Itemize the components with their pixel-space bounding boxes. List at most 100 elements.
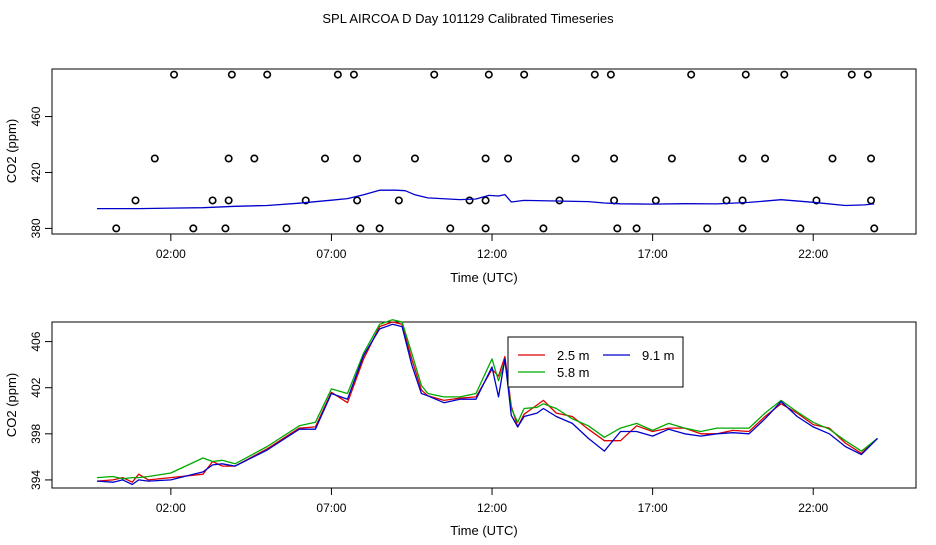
flag-point (504, 154, 513, 163)
top-y-label: CO2 (ppm) (4, 119, 19, 183)
flag-point (481, 224, 490, 233)
flag-point (870, 224, 879, 233)
flag-point (828, 154, 837, 163)
flag-point (250, 154, 259, 163)
bottom-series-lines (96, 319, 878, 486)
flag-point (481, 196, 490, 205)
top-flag-points (112, 70, 879, 233)
flag-point (375, 224, 384, 233)
figure-title: SPL AIRCOA D Day 101129 Calibrated Times… (322, 11, 614, 26)
flag-point (484, 70, 493, 79)
flag-point (606, 70, 615, 79)
top-x-tick-label: 22:00 (798, 247, 828, 261)
bottom-x-tick-label: 17:00 (638, 501, 668, 515)
top-x-tick-label: 02:00 (156, 247, 186, 261)
flag-point (703, 224, 712, 233)
bottom-x-tick-label: 22:00 (798, 501, 828, 515)
flag-point (613, 224, 622, 233)
flag-point (430, 70, 439, 79)
bottom-y-tick-label: 406 (29, 331, 43, 351)
top-x-label: Time (UTC) (450, 270, 517, 285)
flag-point (446, 224, 455, 233)
flag-point (651, 196, 660, 205)
bottom-y-tick-label: 398 (29, 423, 43, 443)
bottom-x-axis: 02:00 07:00 12:00 17:00 22:00 (156, 488, 829, 515)
top-plot-frame (51, 68, 917, 235)
flag-point (863, 70, 872, 79)
flag-point (610, 154, 619, 163)
bottom-panel: 02:00 07:00 12:00 17:00 22:00 394 398 402 406 T… (4, 319, 917, 538)
legend-box (507, 336, 684, 388)
flag-point (632, 224, 641, 233)
top-y-tick-label: 460 (29, 106, 43, 126)
top-x-tick-label: 07:00 (316, 247, 346, 261)
top-y-tick-label: 380 (29, 218, 43, 238)
bottom-x-label: Time (UTC) (450, 523, 517, 538)
flag-point (208, 196, 217, 205)
top-series-lines (97, 189, 875, 210)
flag-point (722, 196, 731, 205)
flag-point (263, 70, 272, 79)
flag-point (667, 154, 676, 163)
flag-point (741, 70, 750, 79)
flag-point (738, 196, 747, 205)
flag-point (738, 224, 747, 233)
bottom-x-tick-label: 02:00 (156, 501, 186, 515)
top-y-tick-label: 420 (29, 162, 43, 182)
bottom-series-line-2.5m (96, 321, 878, 483)
bottom-x-tick-label: 07:00 (316, 501, 346, 515)
flag-point (321, 154, 330, 163)
legend-label-9.1m: 9.1 m (642, 348, 675, 363)
bottom-series-line-5.8m (96, 319, 878, 480)
top-panel: 02:00 07:00 12:00 17:00 22:00 380 420 460 Time… (4, 68, 917, 285)
flag-point (410, 154, 419, 163)
flag-point (301, 196, 310, 205)
flag-point (867, 196, 876, 205)
flag-point (465, 196, 474, 205)
bottom-y-tick-label: 402 (29, 377, 43, 397)
flag-point (349, 70, 358, 79)
flag-point (356, 224, 365, 233)
flag-point (590, 70, 599, 79)
flag-point (539, 224, 548, 233)
top-x-tick-label: 12:00 (477, 247, 507, 261)
flag-point (282, 224, 291, 233)
flag-point (131, 196, 140, 205)
flag-point (394, 196, 403, 205)
flag-point (780, 70, 789, 79)
flag-point (333, 70, 342, 79)
top-y-axis: 380 420 460 (29, 106, 52, 238)
flag-point (221, 224, 230, 233)
flag-point (847, 70, 856, 79)
bottom-x-tick-label: 12:00 (477, 501, 507, 515)
flag-point (687, 70, 696, 79)
flag-point (189, 224, 198, 233)
bottom-plot-frame (51, 321, 917, 489)
legend-label-5.8m: 5.8 m (557, 365, 590, 380)
flag-point (571, 154, 580, 163)
legend: 2.5 m 5.8 m 9.1 m (507, 336, 684, 388)
top-x-axis: 02:00 07:00 12:00 17:00 22:00 (156, 234, 829, 261)
bottom-y-label: CO2 (ppm) (4, 373, 19, 437)
bottom-y-axis: 394 398 402 406 (29, 331, 52, 490)
flag-point (353, 154, 362, 163)
bottom-series-line-9.1m (96, 323, 878, 486)
top-series-line-9.1m (97, 189, 875, 210)
bottom-y-tick-label: 394 (29, 470, 43, 490)
flag-point (520, 70, 529, 79)
flag-point (796, 224, 805, 233)
flag-point (170, 70, 179, 79)
flag-point (610, 196, 619, 205)
flag-point (150, 154, 159, 163)
flag-point (738, 154, 747, 163)
flag-point (867, 154, 876, 163)
legend-label-2.5m: 2.5 m (557, 348, 590, 363)
top-x-tick-label: 17:00 (638, 247, 668, 261)
flag-point (761, 154, 770, 163)
flag-point (227, 70, 236, 79)
flag-point (224, 196, 233, 205)
flag-point (481, 154, 490, 163)
flag-point (812, 196, 821, 205)
flag-point (112, 224, 121, 233)
